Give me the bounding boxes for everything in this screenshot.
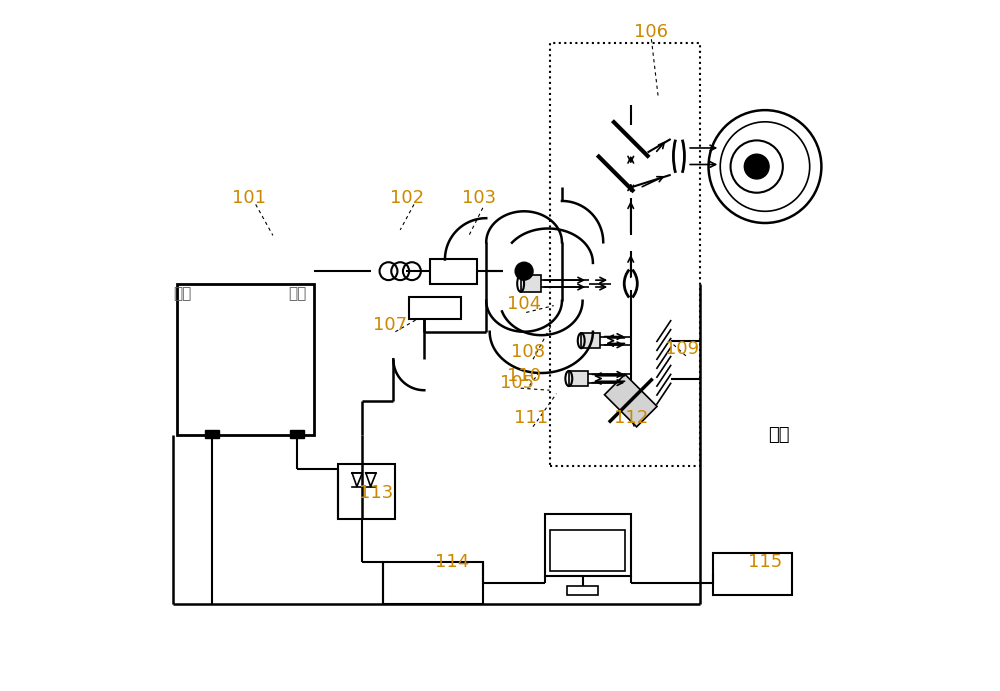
Text: 时钟: 时钟 xyxy=(173,286,191,301)
Text: 109: 109 xyxy=(665,340,699,358)
Bar xyxy=(383,562,483,603)
Circle shape xyxy=(515,262,533,280)
Bar xyxy=(205,430,219,438)
Bar xyxy=(177,283,314,435)
Bar xyxy=(338,464,395,519)
Bar xyxy=(550,530,625,571)
Text: 110: 110 xyxy=(507,368,541,386)
Text: 115: 115 xyxy=(748,553,782,571)
Bar xyxy=(550,43,700,466)
Bar xyxy=(545,514,631,576)
Bar xyxy=(581,333,600,348)
Text: 113: 113 xyxy=(359,484,393,502)
Text: 102: 102 xyxy=(390,189,424,207)
Text: 人眼: 人眼 xyxy=(768,426,789,444)
Text: 107: 107 xyxy=(373,316,407,334)
Text: 106: 106 xyxy=(634,23,668,41)
Text: 103: 103 xyxy=(462,189,496,207)
Text: 108: 108 xyxy=(511,343,545,361)
Bar xyxy=(713,553,792,595)
Bar xyxy=(569,371,588,386)
Text: 105: 105 xyxy=(500,375,534,392)
Text: 114: 114 xyxy=(435,553,469,571)
Bar xyxy=(567,587,598,595)
Text: 101: 101 xyxy=(232,189,266,207)
Text: 触发: 触发 xyxy=(288,286,306,301)
Bar xyxy=(604,375,657,427)
Text: 112: 112 xyxy=(614,409,648,427)
Bar xyxy=(290,430,304,438)
Bar xyxy=(521,275,541,292)
Text: 111: 111 xyxy=(514,409,548,427)
Text: 104: 104 xyxy=(507,295,541,313)
Circle shape xyxy=(744,154,769,179)
Bar xyxy=(430,259,477,283)
Bar xyxy=(409,296,461,319)
